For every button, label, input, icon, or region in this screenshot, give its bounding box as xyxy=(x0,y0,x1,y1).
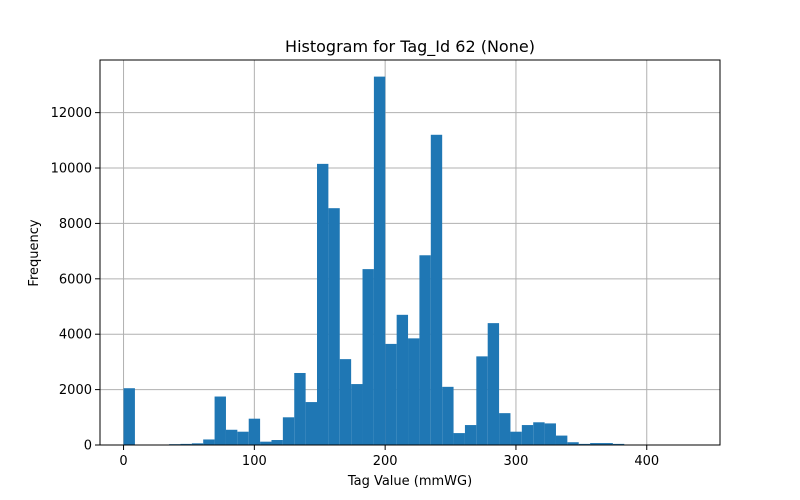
histogram-bar xyxy=(203,439,215,445)
histogram-bar xyxy=(180,443,192,445)
histogram-bar xyxy=(305,402,317,445)
histogram-bar xyxy=(282,417,295,445)
histogram-bar xyxy=(408,338,420,445)
histogram-bar xyxy=(442,386,454,445)
histogram-bar xyxy=(567,442,579,445)
histogram-bar xyxy=(339,359,352,445)
x-tick-label: 200 xyxy=(373,454,398,469)
histogram-bar xyxy=(294,372,306,445)
histogram-bar xyxy=(225,429,238,445)
histogram-bar xyxy=(590,443,602,445)
chart-title: Histogram for Tag_Id 62 (None) xyxy=(285,37,535,57)
histogram-bar xyxy=(214,396,226,445)
x-axis-ticks: 0 100 200 300 400 xyxy=(119,445,659,469)
histogram-bars xyxy=(123,76,625,445)
y-tick-label: 4000 xyxy=(59,328,92,343)
histogram-bar xyxy=(453,433,465,445)
histogram-bar xyxy=(351,384,363,445)
histogram-bar xyxy=(544,423,556,445)
y-tick-label: 10000 xyxy=(51,162,92,177)
histogram-bar xyxy=(601,443,613,445)
histogram-bar xyxy=(385,343,397,445)
histogram-bar xyxy=(260,441,272,445)
histogram-bar xyxy=(191,443,204,445)
histogram-bar xyxy=(237,431,249,445)
y-axis-ticks: 0 2000 4000 6000 8000 10000 12000 xyxy=(51,106,100,454)
x-tick-label: 400 xyxy=(634,454,659,469)
histogram-bar xyxy=(464,425,477,445)
histogram-bar xyxy=(373,76,386,445)
histogram-bar xyxy=(487,323,500,445)
histogram-bar xyxy=(123,388,135,445)
histogram-bar xyxy=(317,163,329,445)
histogram-bar xyxy=(248,418,261,445)
histogram-bar xyxy=(271,440,283,445)
histogram-bar xyxy=(430,134,443,445)
y-tick-label: 0 xyxy=(84,439,92,454)
x-tick-label: 100 xyxy=(242,454,267,469)
histogram-bar xyxy=(328,208,340,445)
y-tick-label: 2000 xyxy=(59,383,92,398)
histogram-bar xyxy=(499,413,511,445)
histogram-bar xyxy=(555,435,568,445)
histogram-bar xyxy=(612,443,625,445)
histogram-bar xyxy=(578,443,591,445)
histogram-bar xyxy=(510,431,522,445)
x-tick-label: 300 xyxy=(504,454,529,469)
y-tick-label: 6000 xyxy=(59,272,92,287)
histogram-bar xyxy=(419,255,431,445)
y-tick-label: 8000 xyxy=(59,217,92,232)
histogram-bar xyxy=(396,314,409,445)
y-tick-label: 12000 xyxy=(51,106,92,121)
histogram-bar xyxy=(362,269,374,445)
x-axis-label: Tag Value (mmWG) xyxy=(347,474,472,489)
plot-frame xyxy=(99,59,721,446)
histogram-bar xyxy=(476,356,488,445)
histogram-bar xyxy=(521,425,534,445)
y-axis-label: Frequency xyxy=(27,219,42,286)
histogram-bar xyxy=(533,422,545,445)
x-tick-label: 0 xyxy=(119,454,127,469)
